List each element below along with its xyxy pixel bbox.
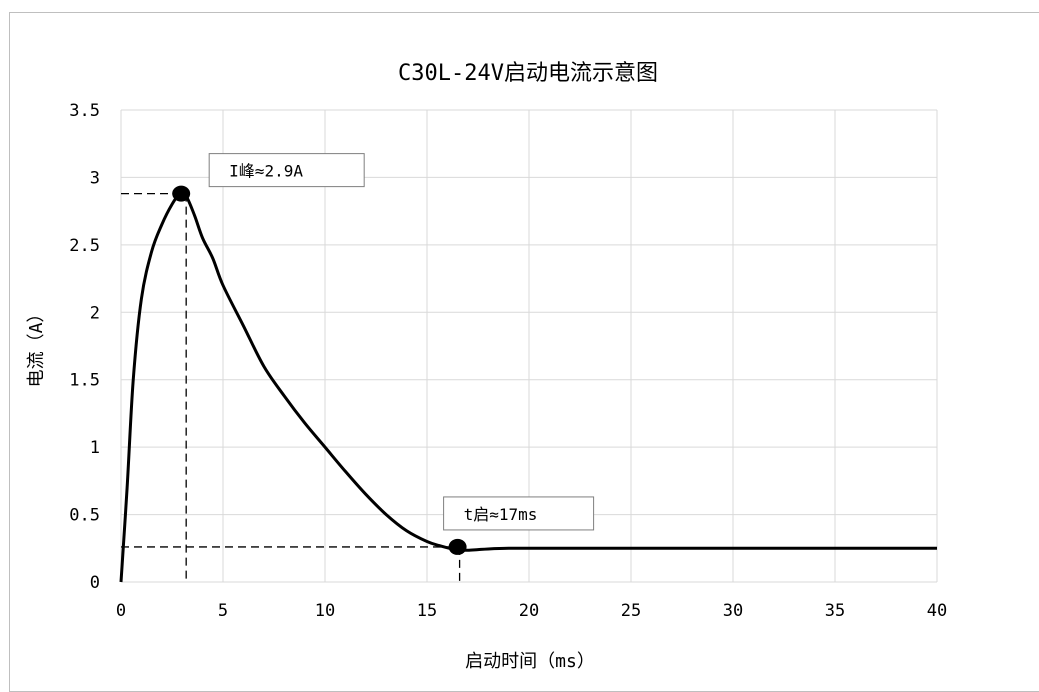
chart: 0 5 10 15 20 25 30 35 40 0 0.5 1 1.5 2 2.5 3 3.5 I峰≈2.9A… bbox=[26, 61, 947, 672]
chart-title: C30L-24V启动电流示意图 bbox=[398, 61, 658, 86]
y-tick-label: 3.5 bbox=[69, 101, 100, 121]
x-tick-label: 5 bbox=[218, 601, 228, 621]
markers bbox=[172, 185, 467, 555]
y-axis-label: 电流（A） bbox=[26, 305, 47, 388]
x-tick-label: 30 bbox=[723, 601, 743, 621]
tick-labels: 0 5 10 15 20 25 30 35 40 0 0.5 1 1.5 2 2.5 3 3.5 bbox=[69, 101, 947, 621]
y-tick-label: 0 bbox=[90, 573, 100, 593]
annotation-box bbox=[208, 153, 365, 188]
x-axis-label: 启动时间（ms） bbox=[465, 651, 595, 672]
x-tick-label: 40 bbox=[927, 601, 947, 621]
annotation-box bbox=[443, 496, 595, 531]
series-group bbox=[119, 191, 937, 583]
y-tick-label: 2.5 bbox=[69, 236, 100, 256]
annotation-label: I峰≈2.9A bbox=[229, 162, 303, 181]
chart-frame bbox=[9, 12, 1039, 692]
grid bbox=[120, 109, 938, 583]
y-tick-label: 0.5 bbox=[69, 506, 100, 526]
x-tick-label: 35 bbox=[825, 601, 845, 621]
x-tick-label: 10 bbox=[315, 601, 335, 621]
annotation-marker bbox=[172, 185, 191, 202]
x-tick-label: 20 bbox=[519, 601, 539, 621]
x-tick-label: 0 bbox=[116, 601, 126, 621]
series-line bbox=[119, 191, 937, 583]
annotation-marker bbox=[448, 538, 467, 555]
y-tick-label: 1.5 bbox=[69, 371, 100, 391]
y-tick-label: 3 bbox=[90, 168, 100, 188]
x-tick-label: 15 bbox=[417, 601, 437, 621]
y-tick-label: 1 bbox=[90, 438, 100, 458]
x-tick-label: 25 bbox=[621, 601, 641, 621]
annotations: I峰≈2.9A t启≈17ms bbox=[208, 153, 595, 531]
y-tick-label: 2 bbox=[90, 303, 100, 323]
reference-lines bbox=[121, 192, 461, 582]
annotation-label: t启≈17ms bbox=[464, 505, 538, 524]
